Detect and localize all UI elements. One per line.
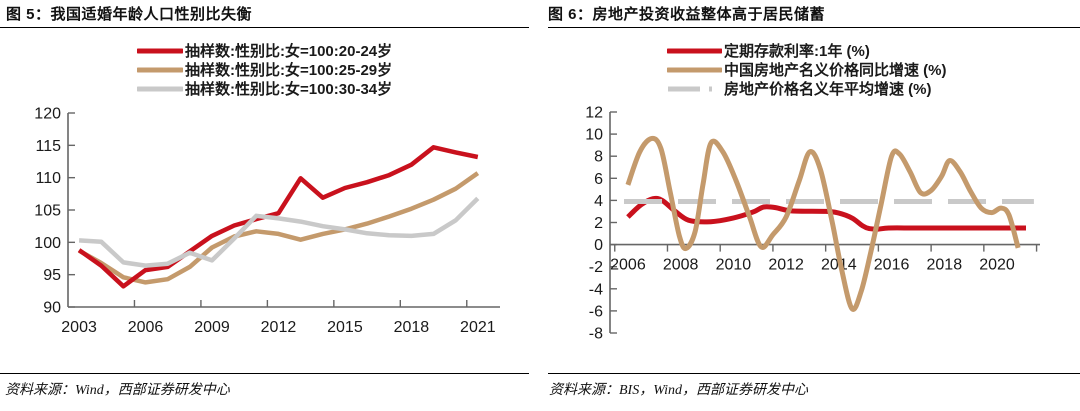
x-tick-label: 2015 [327,319,363,336]
y-tick-label: 4 [594,193,603,210]
y-tick-label: 6 [594,171,603,188]
x-tick-label: 2012 [261,319,297,336]
legend-swatch-icon [137,67,183,72]
y-tick-label: 120 [34,106,61,123]
x-tick-label: 2008 [663,257,699,274]
figure-5-legend: 抽样数:性别比:女=100:20-24岁 抽样数:性别比:女=100:25-29岁… [137,41,392,98]
figure-5-title-underline [0,27,529,28]
y-tick-label: 10 [585,127,603,144]
figure-6-legend: 定期存款利率:1年 (%) 中国房地产名义价格同比增速 (%) 房地产价格名义年平均… [667,41,947,98]
legend-item: 抽样数:性别比:女=100:20-24岁 [137,41,392,60]
y-tick-label: 0 [594,237,603,254]
legend-label: 房地产价格名义年平均增速 (%) [724,81,932,98]
y-tick-label: 105 [34,203,61,220]
y-tick-label: -8 [589,326,603,343]
legend-swatch-icon [667,67,722,72]
legend-swatch-icon [668,86,721,91]
y-tick-label: 110 [35,170,61,187]
y-tick-label: 2 [594,215,603,232]
y-tick-label: 90 [43,300,61,317]
legend-label: 抽样数:性别比:女=100:30-34岁 [185,81,393,98]
x-tick-label: 2021 [460,319,496,336]
x-tick-label: 2020 [979,257,1015,274]
x-tick-label: 2003 [61,319,97,336]
legend-label: 抽样数:性别比:女=100:25-29岁 [185,62,393,79]
legend-label: 中国房地产名义价格同比增速 (%) [724,62,947,79]
legend-item: 中国房地产名义价格同比增速 (%) [667,60,947,79]
x-tick-label: 2010 [716,257,752,274]
figure-5-title: 图 5：我国适婚年龄人口性别比失衡 [6,6,253,23]
figure-6-title: 图 6：房地产投资收益整体高于居民储蓄 [548,6,826,23]
figure-5-source-divider [0,373,529,374]
y-tick-label: 8 [594,149,603,166]
x-tick-label: 2018 [394,319,430,336]
figure-6-panel: 图 6：房地产投资收益整体高于居民储蓄 定期存款利率:1年 (%) 中国房地产名义… [540,0,1080,411]
legend-swatch-icon [667,48,722,53]
legend-item: 定期存款利率:1年 (%) [667,41,947,60]
x-tick-label: 2012 [768,257,804,274]
y-tick-label: -4 [589,281,603,298]
y-tick-label: -2 [589,259,603,276]
series-line-0 [77,145,479,289]
x-tick-label: 2018 [927,257,963,274]
y-tick-label: 115 [35,138,61,155]
x-tick-label: 2009 [194,319,230,336]
figure-5-panel: 图 5：我国适婚年龄人口性别比失衡 抽样数:性别比:女=100:20-24岁 抽样… [0,6,529,398]
x-tick-label: 2016 [874,257,910,274]
figure-5-source-text: 资料来源：Wind，西部证券研发中心 [5,383,230,398]
series-line-1 [78,171,480,285]
x-tick-label: 2006 [128,319,164,336]
sex-ratio-line-chart: 90 95 100 105 110 115 120 2003 2006 2009 2012 2015 2… [34,106,500,336]
y-tick-label: 100 [34,235,61,252]
figure-6-title-underline [548,27,1080,28]
legend-label: 定期存款利率:1年 (%) [724,43,870,60]
figure-6-source-text: 资料来源：BIS，Wind，西部证券研发中心 [549,383,808,398]
series-line-2 [78,196,480,268]
figure-6-source-divider [548,373,1080,374]
y-tick-label: 95 [43,267,61,284]
legend-item: 抽样数:性别比:女=100:30-34岁 [137,79,392,98]
legend-item: 抽样数:性别比:女=100:25-29岁 [137,60,392,79]
y-tick-label: 12 [585,105,603,122]
legend-swatch-icon [137,86,183,91]
legend-item: 房地产价格名义年平均增速 (%) [667,79,947,98]
x-tick-label: 2006 [610,257,646,274]
series-line-1 [625,135,1021,312]
legend-label: 抽样数:性别比:女=100:20-24岁 [185,43,393,60]
legend-swatch-icon [137,48,183,53]
y-tick-label: -6 [589,303,603,320]
